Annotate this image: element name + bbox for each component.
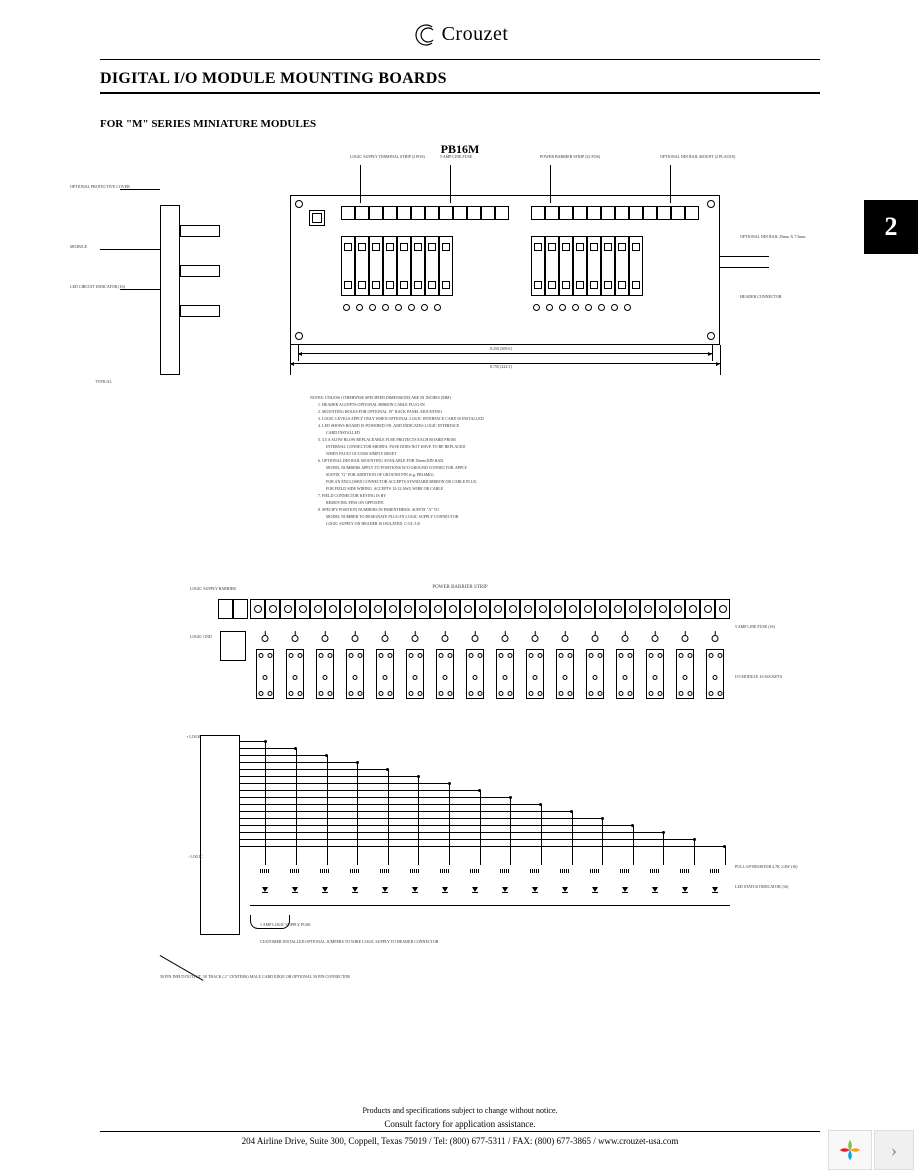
led-row-1 [343, 304, 441, 312]
schematic-diagram: POWER BARRIER STRIP LOGIC SUPPLY BARRIER… [100, 585, 820, 1005]
terminal-strip [341, 206, 509, 220]
callout: 5 AMP LINE FUSE [440, 155, 472, 159]
callout: OPTIONAL DIN RAIL 35mm X 7.5mm [740, 235, 805, 239]
side-label: LED CIRCUIT INDICATOR (16) [70, 285, 125, 289]
sch-label: LOGIC SUPPLY BARRIER [190, 587, 236, 591]
sch-label: 5 AMP LINE FUSE (16) [735, 625, 775, 629]
top-view-board [290, 195, 720, 345]
power-barrier-strip [250, 599, 730, 619]
sch-label: CUSTOMER INSTALLED OPTIONAL JUMPERS TO W… [260, 940, 460, 944]
section-number: 2 [885, 212, 898, 242]
callout: LOGIC SUPPLY TERMINAL STRIP (2 POS) [350, 155, 425, 159]
side-label: TYPICAL [95, 380, 112, 384]
logic-gnd-block [220, 631, 246, 661]
module-group-1 [341, 236, 453, 296]
logic-supply-barrier [218, 599, 248, 619]
sch-label: LED STATUS INDICATOR (16) [735, 885, 788, 889]
io-module-sockets [250, 631, 730, 713]
section-tab: 2 [864, 200, 918, 254]
sch-label: LOGIC GND [190, 635, 212, 639]
pullup-resistors [250, 865, 730, 879]
callout: HEADER CONNECTOR [740, 295, 782, 299]
page-title: DIGITAL I/O MODULE MOUNTING BOARDS [100, 70, 820, 88]
terminal-strip [531, 206, 699, 220]
dimension: 8.750 [222.3] [490, 365, 512, 369]
ground-rail [250, 905, 730, 906]
footer-disclaimer: Products and specifications subject to c… [100, 1106, 820, 1115]
module-group-2 [531, 236, 643, 296]
footer-assist: Consult factory for application assistan… [100, 1119, 820, 1129]
page-footer: Products and specifications subject to c… [100, 1106, 820, 1150]
chevron-right-icon: › [891, 1140, 897, 1161]
sch-label: 1 AMP LOGIC SUPPLY FUSE [260, 923, 311, 927]
sch-label: I/O MODULE 16 SOCKETS [735, 675, 782, 679]
viewer-nav: › [828, 1130, 914, 1170]
page-subtitle: FOR "M" SERIES MINIATURE MODULES [100, 118, 820, 130]
led-row-2 [533, 304, 631, 312]
brand-logo: Crouzet [412, 22, 509, 48]
callout: OPTIONAL DIN RAIL MOUNT (2 PLACES) [660, 155, 735, 159]
header: Crouzet [100, 10, 820, 60]
edge-connector [200, 735, 240, 935]
side-view: OPTIONAL PROTECTIVE COVER MODULE LED CIR… [100, 185, 220, 385]
status-leds [250, 885, 730, 899]
schematic-title: POWER BARRIER STRIP [432, 585, 487, 590]
dimension: 8.250 [209.6] [490, 347, 512, 351]
sch-label: 50 PIN INPUT/OUTPUT .50 TRACK (.1" CENTE… [160, 975, 360, 979]
drawing-notes: NOTES: UNLESS OTHERWISE SPECIFIED DIMENS… [310, 395, 670, 528]
title-bar: DIGITAL I/O MODULE MOUNTING BOARDS [100, 64, 820, 94]
callout: POWER BARRIER STRIP (32 POS) [540, 155, 600, 159]
side-label: MODULE [70, 245, 87, 249]
viewer-logo-icon[interactable] [828, 1130, 872, 1170]
mechanical-drawing: OPTIONAL PROTECTIVE COVER MODULE LED CIR… [100, 165, 820, 565]
footer-address: 204 Airline Drive, Suite 300, Coppell, T… [100, 1136, 820, 1150]
page: Crouzet DIGITAL I/O MODULE MOUNTING BOAR… [100, 10, 820, 1150]
sch-label: PULL-UP RESISTOR 4.7K 1/4W (16) [735, 865, 797, 869]
crouzet-logo-icon [412, 22, 438, 48]
next-page-button[interactable]: › [874, 1130, 914, 1170]
sch-label: - LOGIC [188, 855, 203, 859]
brand-name: Crouzet [442, 23, 509, 46]
